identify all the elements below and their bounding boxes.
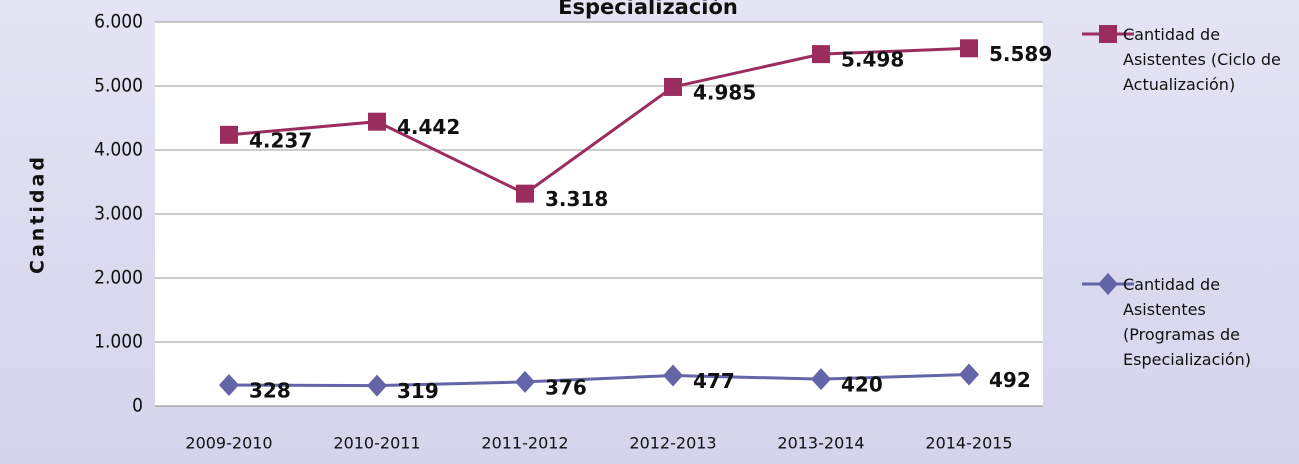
data-point (664, 77, 682, 96)
data-point (959, 363, 979, 386)
data-label: 5.498 (841, 48, 904, 72)
data-label: 376 (545, 375, 587, 399)
y-tick-label: 1.000 (94, 331, 143, 353)
legend-marker (1098, 273, 1118, 295)
data-point (811, 368, 831, 391)
data-point (220, 125, 238, 144)
y-tick-label: 5.000 (94, 75, 143, 97)
data-point (367, 374, 387, 397)
x-tick-label: 2010-2011 (333, 434, 420, 453)
x-tick-label: 2014-2015 (925, 434, 1012, 453)
x-tick-label: 2012-2013 (629, 434, 716, 453)
legend-marker (1099, 25, 1117, 43)
y-tick-label: 2.000 (94, 267, 143, 289)
data-point (219, 374, 239, 397)
y-tick-label: 6.000 (94, 11, 143, 33)
y-tick-label: 4.000 (94, 139, 143, 161)
data-label: 328 (249, 379, 291, 403)
data-label: 5.589 (989, 42, 1052, 66)
data-point (663, 364, 683, 387)
x-tick-label: 2011-2012 (481, 434, 568, 453)
chart-title: Especialización (558, 0, 738, 19)
x-tick-label: 2013-2014 (777, 434, 864, 453)
series-line (228, 46, 970, 196)
series-line (228, 373, 970, 388)
y-axis-label: Cantidad (27, 154, 49, 274)
data-label: 319 (397, 379, 439, 403)
data-label: 3.318 (545, 187, 608, 211)
data-label: 4.985 (693, 80, 756, 104)
y-tick-label: 0 (132, 395, 143, 417)
x-tick-label: 2009-2010 (185, 434, 272, 453)
data-point (516, 184, 534, 203)
legend-entry: Cantidad de Asistentes (Ciclo de Actuali… (1123, 25, 1281, 94)
data-label: 420 (841, 373, 883, 397)
data-label: 4.237 (249, 128, 312, 152)
data-point (960, 39, 978, 58)
data-point (368, 112, 386, 131)
legend-entry: Cantidad de Asistentes (Programas de Esp… (1123, 275, 1251, 369)
data-label: 477 (693, 369, 735, 393)
data-label: 4.442 (397, 115, 460, 139)
y-tick-label: 3.000 (94, 203, 143, 225)
data-label: 492 (989, 368, 1031, 392)
data-point (515, 370, 535, 393)
data-point (812, 45, 830, 64)
